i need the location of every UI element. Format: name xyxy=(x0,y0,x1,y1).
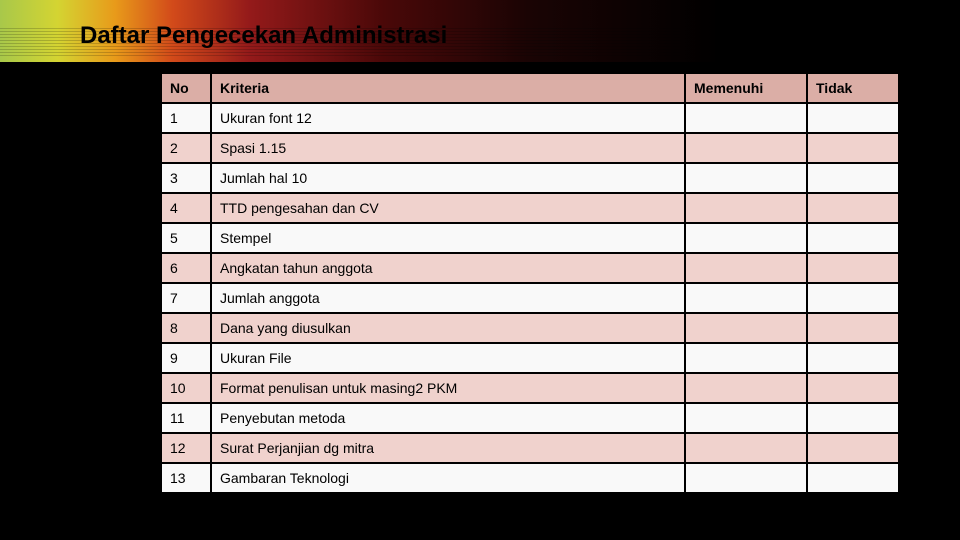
cell-kriteria: Spasi 1.15 xyxy=(212,134,684,162)
cell-memenuhi xyxy=(686,224,806,252)
cell-no: 12 xyxy=(162,434,210,462)
cell-no: 11 xyxy=(162,404,210,432)
cell-no: 2 xyxy=(162,134,210,162)
cell-no: 4 xyxy=(162,194,210,222)
cell-memenuhi xyxy=(686,104,806,132)
cell-kriteria: Ukuran font 12 xyxy=(212,104,684,132)
cell-kriteria: Gambaran Teknologi xyxy=(212,464,684,492)
col-header-no: No xyxy=(162,74,210,102)
table-row: 10Format penulisan untuk masing2 PKM xyxy=(162,374,898,402)
table-row: 4TTD pengesahan dan CV xyxy=(162,194,898,222)
table-header-row: No Kriteria Memenuhi Tidak xyxy=(162,74,898,102)
col-header-kriteria: Kriteria xyxy=(212,74,684,102)
cell-kriteria: Penyebutan metoda xyxy=(212,404,684,432)
cell-memenuhi xyxy=(686,134,806,162)
cell-tidak xyxy=(808,194,898,222)
cell-memenuhi xyxy=(686,434,806,462)
cell-memenuhi xyxy=(686,284,806,312)
cell-kriteria: Surat Perjanjian dg mitra xyxy=(212,434,684,462)
table-row: 11Penyebutan metoda xyxy=(162,404,898,432)
table-row: 1Ukuran font 12 xyxy=(162,104,898,132)
table-row: 6Angkatan tahun anggota xyxy=(162,254,898,282)
table-row: 12Surat Perjanjian dg mitra xyxy=(162,434,898,462)
checklist-table-wrap: No Kriteria Memenuhi Tidak 1Ukuran font … xyxy=(160,72,900,494)
table-row: 3Jumlah hal 10 xyxy=(162,164,898,192)
cell-kriteria: Dana yang diusulkan xyxy=(212,314,684,342)
col-header-tidak: Tidak xyxy=(808,74,898,102)
cell-no: 10 xyxy=(162,374,210,402)
cell-no: 6 xyxy=(162,254,210,282)
cell-memenuhi xyxy=(686,194,806,222)
cell-no: 5 xyxy=(162,224,210,252)
cell-kriteria: Jumlah anggota xyxy=(212,284,684,312)
cell-kriteria: Ukuran File xyxy=(212,344,684,372)
cell-tidak xyxy=(808,284,898,312)
cell-no: 3 xyxy=(162,164,210,192)
cell-tidak xyxy=(808,254,898,282)
cell-tidak xyxy=(808,314,898,342)
table-row: 8Dana yang diusulkan xyxy=(162,314,898,342)
cell-kriteria: Format penulisan untuk masing2 PKM xyxy=(212,374,684,402)
page-title: Daftar Pengecekan Administrasi xyxy=(80,22,447,50)
cell-kriteria: TTD pengesahan dan CV xyxy=(212,194,684,222)
cell-tidak xyxy=(808,404,898,432)
cell-memenuhi xyxy=(686,464,806,492)
cell-kriteria: Angkatan tahun anggota xyxy=(212,254,684,282)
cell-kriteria: Jumlah hal 10 xyxy=(212,164,684,192)
table-row: 9Ukuran File xyxy=(162,344,898,372)
cell-tidak xyxy=(808,164,898,192)
checklist-table: No Kriteria Memenuhi Tidak 1Ukuran font … xyxy=(160,72,900,494)
cell-memenuhi xyxy=(686,404,806,432)
cell-memenuhi xyxy=(686,314,806,342)
table-row: 13Gambaran Teknologi xyxy=(162,464,898,492)
cell-tidak xyxy=(808,104,898,132)
cell-no: 1 xyxy=(162,104,210,132)
cell-memenuhi xyxy=(686,254,806,282)
cell-no: 13 xyxy=(162,464,210,492)
table-row: 7Jumlah anggota xyxy=(162,284,898,312)
cell-tidak xyxy=(808,344,898,372)
table-body: 1Ukuran font 122Spasi 1.153Jumlah hal 10… xyxy=(162,104,898,492)
cell-no: 8 xyxy=(162,314,210,342)
cell-kriteria: Stempel xyxy=(212,224,684,252)
table-row: 2Spasi 1.15 xyxy=(162,134,898,162)
cell-memenuhi xyxy=(686,164,806,192)
cell-memenuhi xyxy=(686,344,806,372)
cell-tidak xyxy=(808,464,898,492)
table-row: 5Stempel xyxy=(162,224,898,252)
cell-tidak xyxy=(808,134,898,162)
cell-tidak xyxy=(808,434,898,462)
col-header-memenuhi: Memenuhi xyxy=(686,74,806,102)
cell-tidak xyxy=(808,224,898,252)
cell-no: 9 xyxy=(162,344,210,372)
cell-tidak xyxy=(808,374,898,402)
cell-memenuhi xyxy=(686,374,806,402)
cell-no: 7 xyxy=(162,284,210,312)
